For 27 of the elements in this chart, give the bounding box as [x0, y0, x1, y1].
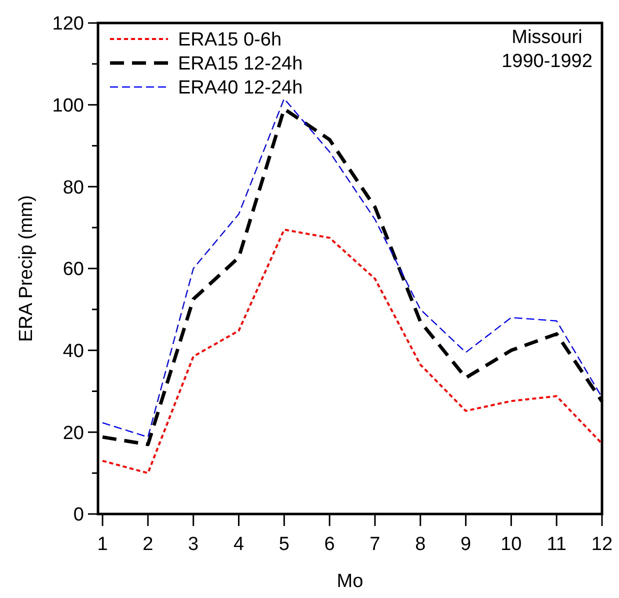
x-tick-label: 11 [546, 534, 566, 555]
legend-label: ERA40 12-24h [178, 78, 303, 99]
y-tick-label: 40 [62, 340, 84, 362]
y-tick-label: 120 [52, 14, 84, 35]
x-tick-label: 10 [500, 534, 522, 555]
x-tick-label: 4 [233, 534, 244, 555]
legend-label: ERA15 12-24h [178, 54, 303, 75]
y-tick-label: 100 [52, 95, 84, 116]
x-tick-label: 5 [278, 534, 290, 555]
y-tick-label: 20 [62, 422, 84, 444]
y-axis-title: ERA Precip (mm) [16, 195, 37, 342]
y-tick-label: 0 [73, 504, 84, 526]
legend-label: ERA15 0-6h [178, 30, 282, 51]
x-tick-label: 2 [142, 534, 154, 555]
x-tick-label: 6 [324, 534, 335, 555]
x-tick-label: 1 [97, 534, 108, 555]
x-tick-label: 3 [188, 534, 199, 555]
x-tick-label: 8 [415, 534, 426, 555]
annotation: Missouri [512, 27, 582, 48]
y-tick-label: 60 [62, 259, 84, 280]
x-tick-label: 12 [591, 534, 613, 555]
x-tick-label: 9 [460, 534, 472, 555]
y-tick-label: 80 [62, 177, 84, 198]
annotation: 1990-1992 [502, 51, 592, 72]
line-series [102, 228, 603, 474]
x-axis-title: Mo [336, 571, 364, 592]
x-tick-label: 7 [370, 534, 380, 555]
